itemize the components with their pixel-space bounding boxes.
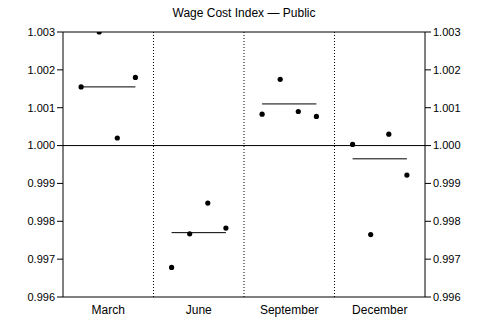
svg-text:December: December — [352, 303, 407, 317]
html-text:Wage Cost Index — Public: Wage Cost Index — Public — [172, 6, 316, 20]
svg-text:1.001: 1.001 — [27, 102, 55, 114]
svg-text:June: June — [186, 303, 212, 317]
svg-text:1.000: 1.000 — [433, 139, 461, 151]
svg-text:0.996: 0.996 — [27, 291, 55, 303]
svg-text:1.002: 1.002 — [433, 64, 461, 76]
svg-text:0.998: 0.998 — [27, 215, 55, 227]
svg-text:September: September — [260, 303, 319, 317]
svg-text:1.002: 1.002 — [27, 64, 55, 76]
svg-text:1.000: 1.000 — [27, 139, 55, 151]
svg-text:1.003: 1.003 — [27, 26, 55, 38]
svg-text:0.998: 0.998 — [433, 215, 461, 227]
svg-text:1.001: 1.001 — [433, 102, 461, 114]
svg-text:0.997: 0.997 — [433, 253, 461, 265]
svg-text:March: March — [92, 303, 125, 317]
svg-text:0.997: 0.997 — [27, 253, 55, 265]
svg-text:1.003: 1.003 — [433, 26, 461, 38]
svg-text:0.999: 0.999 — [433, 177, 461, 189]
svg-text:0.999: 0.999 — [27, 177, 55, 189]
svg-text:0.996: 0.996 — [433, 291, 461, 303]
